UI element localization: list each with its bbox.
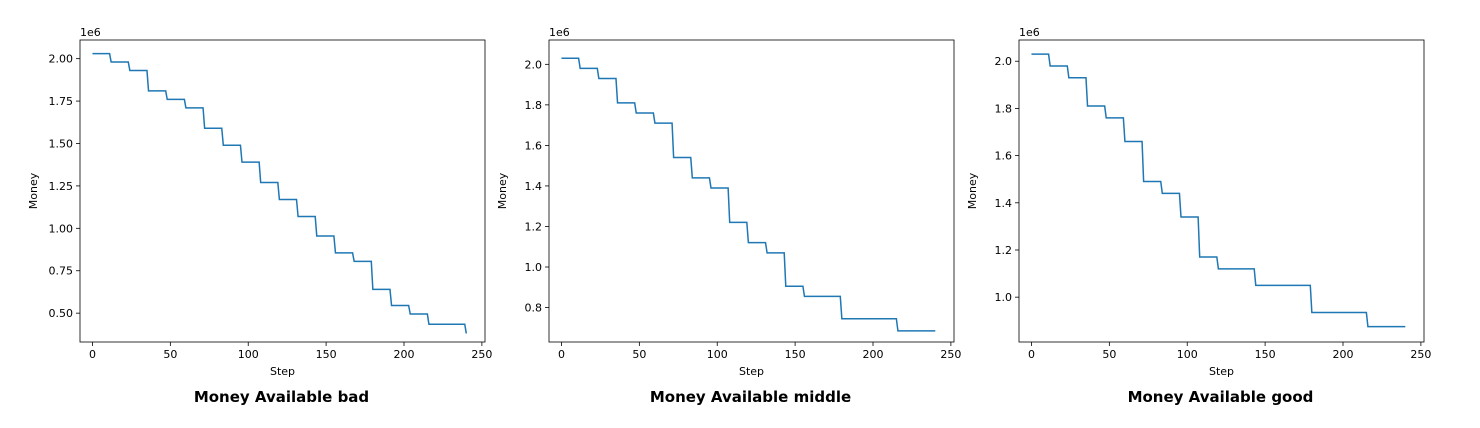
x-tick-label: 50 bbox=[163, 348, 177, 361]
x-tick-label: 100 bbox=[707, 348, 728, 361]
series-line bbox=[92, 52, 468, 334]
chart-panel-2: 0 50 100 150 200 250 1.0 1.2 1.4 1.6 1.8 2.0 1e6 Step… bbox=[966, 26, 1431, 406]
x-tick-label: 250 bbox=[1410, 348, 1431, 361]
x-tick-label: 250 bbox=[471, 348, 492, 361]
x-tick-label: 50 bbox=[632, 348, 646, 361]
y-scale-label: 1e6 bbox=[549, 26, 570, 39]
y-tick-label: 1.8 bbox=[525, 99, 543, 112]
x-tick-label: 150 bbox=[1255, 348, 1276, 361]
y-tick-label: 1.2 bbox=[995, 244, 1013, 257]
y-tick-label: 1.6 bbox=[525, 139, 543, 152]
x-tick-label: 0 bbox=[89, 348, 96, 361]
y-axis-label: Money bbox=[966, 172, 979, 209]
x-axis-label: Step bbox=[739, 365, 764, 378]
x-axis-label: Step bbox=[1209, 365, 1234, 378]
y-tick-label: 1.25 bbox=[49, 180, 74, 193]
y-tick-label: 0.50 bbox=[49, 307, 74, 320]
x-tick-label: 50 bbox=[1102, 348, 1116, 361]
y-tick-label: 1.50 bbox=[49, 137, 74, 150]
chart-title: Money Available bad bbox=[194, 388, 369, 406]
series-line bbox=[1031, 53, 1406, 328]
chart-panel-0: 0 50 100 150 200 250 0.50 0.75 1.00 1.25 1.50 1.75 2… bbox=[27, 26, 492, 406]
y-scale-label: 1e6 bbox=[1019, 26, 1040, 39]
x-tick-label: 150 bbox=[316, 348, 337, 361]
x-tick-label: 200 bbox=[863, 348, 884, 361]
plot-frame bbox=[548, 39, 955, 343]
x-tick-label: 250 bbox=[940, 348, 961, 361]
y-tick-label: 1.6 bbox=[995, 150, 1013, 163]
x-axis-label: Step bbox=[270, 365, 295, 378]
y-tick-label: 1.00 bbox=[49, 222, 74, 235]
x-tick-label: 100 bbox=[1177, 348, 1198, 361]
y-tick-label: 1.4 bbox=[995, 197, 1013, 210]
x-tick-label: 100 bbox=[238, 348, 259, 361]
y-axis-label: Money bbox=[496, 172, 509, 209]
plot-frame bbox=[1018, 39, 1425, 343]
y-tick-label: 0.75 bbox=[49, 265, 74, 278]
plot-frame bbox=[79, 39, 486, 343]
x-tick-label: 200 bbox=[1333, 348, 1354, 361]
x-tick-label: 150 bbox=[785, 348, 806, 361]
y-tick-label: 1.2 bbox=[525, 220, 543, 233]
y-axis-label: Money bbox=[27, 172, 40, 209]
y-tick-label: 1.0 bbox=[995, 291, 1013, 304]
series-line bbox=[561, 57, 936, 332]
chart-panel-1: 0 50 100 150 200 250 0.8 1.0 1.2 1.4 1.6 1.8 2.0 1e6 S… bbox=[496, 26, 961, 406]
y-tick-label: 1.75 bbox=[49, 95, 74, 108]
y-tick-label: 0.8 bbox=[525, 302, 543, 315]
y-tick-label: 2.0 bbox=[995, 55, 1013, 68]
y-tick-label: 2.00 bbox=[49, 53, 74, 66]
x-tick-label: 0 bbox=[1028, 348, 1035, 361]
x-tick-label: 200 bbox=[394, 348, 415, 361]
y-tick-label: 1.4 bbox=[525, 180, 543, 193]
x-tick-label: 0 bbox=[558, 348, 565, 361]
chart-title: Money Available middle bbox=[650, 388, 851, 406]
chart-title: Money Available good bbox=[1128, 388, 1314, 406]
y-tick-label: 1.8 bbox=[995, 102, 1013, 115]
y-scale-label: 1e6 bbox=[80, 26, 101, 39]
y-tick-label: 1.0 bbox=[525, 261, 543, 274]
y-tick-label: 2.0 bbox=[525, 58, 543, 71]
